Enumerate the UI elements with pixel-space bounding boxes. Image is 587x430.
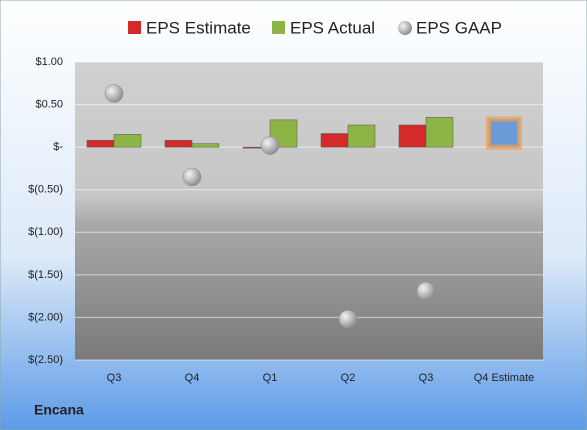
x-tick-label: Q1 <box>263 372 278 384</box>
gaap-point <box>182 167 202 187</box>
gaap-point <box>260 136 280 155</box>
bar <box>398 124 427 148</box>
legend-label: EPS Estimate <box>146 18 251 37</box>
legend-marker <box>128 21 141 34</box>
y-tick-label: $(1.50) <box>28 269 63 281</box>
gaap-point <box>416 281 436 301</box>
x-tick-label: Q3 <box>107 372 122 384</box>
x-tick-label: Q2 <box>341 372 356 384</box>
bar <box>320 133 349 148</box>
bar <box>347 124 376 148</box>
bar <box>113 134 142 148</box>
y-tick-label: $(1.00) <box>28 226 63 238</box>
legend-marker <box>272 21 285 34</box>
y-tick-label: $(2.00) <box>28 311 63 323</box>
legend-label: EPS Actual <box>290 18 375 37</box>
y-tick-label: $(2.50) <box>28 354 63 366</box>
bar <box>191 143 220 148</box>
x-tick-label: Q3 <box>419 372 434 384</box>
y-tick-label: $- <box>53 141 63 153</box>
y-tick-label: $0.50 <box>35 98 63 110</box>
y-tick-label: $(0.50) <box>28 184 63 196</box>
gaap-point <box>338 309 358 329</box>
bar <box>486 116 522 150</box>
chart-title: Encana <box>34 402 84 418</box>
y-tick-label: $1.00 <box>35 56 63 68</box>
x-tick-label: Q4 Estimate <box>474 372 535 384</box>
bar <box>425 117 454 148</box>
legend-label: EPS GAAP <box>416 18 502 37</box>
legend-marker <box>398 21 412 35</box>
x-tick-label: Q4 <box>185 372 200 384</box>
bar <box>164 140 193 148</box>
gaap-point <box>104 84 124 103</box>
plot-area <box>75 62 543 360</box>
bar <box>86 140 115 148</box>
